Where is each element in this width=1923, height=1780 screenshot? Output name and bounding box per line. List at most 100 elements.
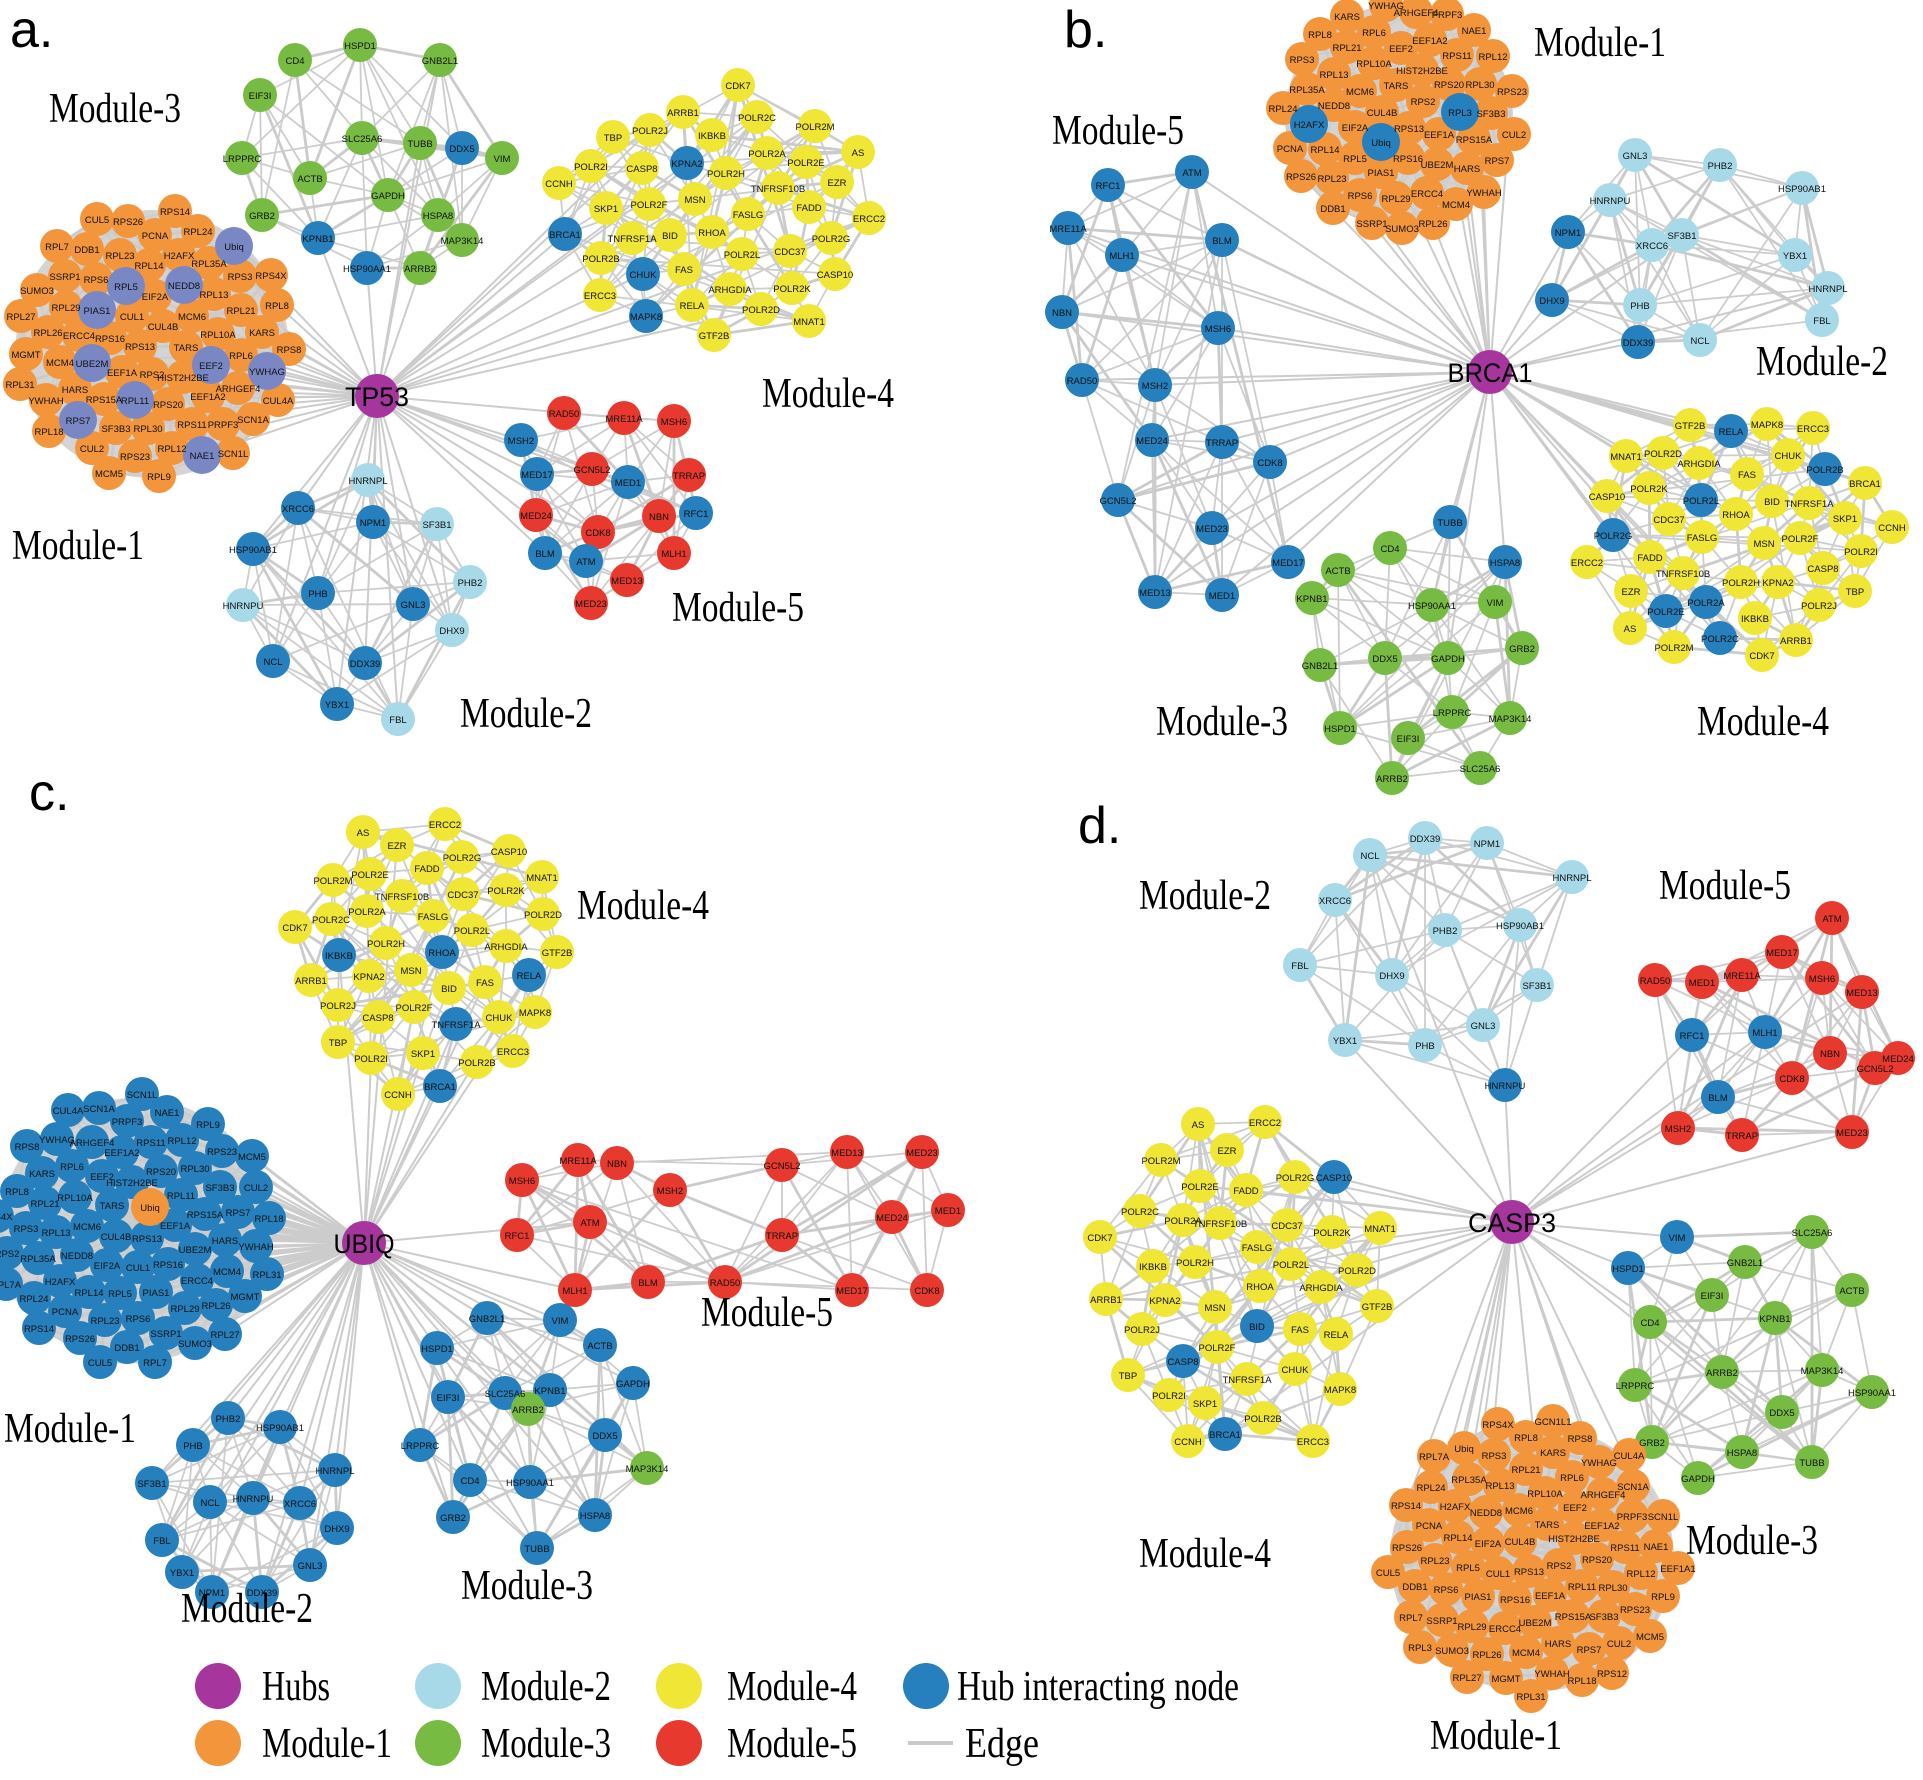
svg-text:POLR2B: POLR2B: [1806, 465, 1844, 476]
svg-text:ERCC2: ERCC2: [853, 214, 885, 225]
svg-text:NEDD8: NEDD8: [1470, 1508, 1502, 1519]
svg-text:TUBB: TUBB: [407, 139, 432, 150]
svg-text:BRCA1: BRCA1: [1209, 1430, 1241, 1441]
svg-text:POLR2F: POLR2F: [631, 200, 668, 211]
svg-text:SF3B1: SF3B1: [1522, 981, 1551, 992]
svg-text:MED24: MED24: [520, 511, 552, 522]
svg-text:GCN5L2: GCN5L2: [764, 1161, 801, 1172]
svg-text:TNFRSF10B: TNFRSF10B: [1193, 1219, 1247, 1230]
svg-text:CCNH: CCNH: [384, 1090, 412, 1101]
svg-text:BID: BID: [1764, 497, 1780, 508]
svg-text:YBX1: YBX1: [1333, 1036, 1357, 1047]
svg-text:LRPPRC: LRPPRC: [1616, 1381, 1655, 1392]
svg-text:PHB: PHB: [1415, 1041, 1435, 1052]
svg-text:CDC37: CDC37: [1271, 1221, 1302, 1232]
svg-text:POLR2K: POLR2K: [1630, 484, 1668, 495]
svg-text:NPM1: NPM1: [1474, 839, 1500, 850]
svg-text:RPL27: RPL27: [210, 1330, 239, 1341]
svg-text:MGMT: MGMT: [230, 1292, 259, 1303]
svg-text:POLR2I: POLR2I: [1844, 547, 1878, 558]
svg-text:TARS: TARS: [1535, 1520, 1560, 1531]
svg-text:EEF1A2: EEF1A2: [190, 392, 225, 403]
svg-text:RPL27: RPL27: [1452, 1673, 1481, 1684]
svg-text:AS: AS: [357, 828, 370, 839]
svg-text:GAPDH: GAPDH: [371, 191, 405, 202]
svg-text:CD4: CD4: [1640, 1318, 1659, 1329]
svg-text:CUL1: CUL1: [120, 312, 144, 323]
svg-text:RPL18: RPL18: [34, 427, 63, 438]
svg-text:POLR2I: POLR2I: [354, 1054, 388, 1065]
svg-text:ARHGEF4: ARHGEF4: [70, 1138, 115, 1149]
svg-text:MED23: MED23: [906, 1148, 938, 1159]
svg-text:SUMO3: SUMO3: [1435, 1646, 1469, 1657]
svg-text:Module-3: Module-3: [49, 86, 181, 132]
svg-text:POLR2L: POLR2L: [1273, 1260, 1309, 1271]
svg-text:SSRP1: SSRP1: [49, 272, 80, 283]
svg-text:RPL5: RPL5: [108, 1289, 132, 1300]
svg-text:TRRAP: TRRAP: [766, 1231, 798, 1242]
svg-text:MNAT1: MNAT1: [1364, 1224, 1396, 1235]
svg-text:FASLG: FASLG: [733, 210, 764, 221]
svg-text:ARRB1: ARRB1: [667, 108, 699, 119]
svg-text:VIM: VIM: [552, 1316, 569, 1327]
svg-text:POLR2H: POLR2H: [1176, 1258, 1214, 1269]
svg-text:EEF2: EEF2: [1389, 44, 1413, 55]
svg-text:RPL14: RPL14: [74, 1288, 103, 1299]
svg-text:CUL4B: CUL4B: [1505, 1537, 1536, 1548]
svg-text:RPL7A: RPL7A: [1419, 1452, 1450, 1463]
svg-text:ACTB: ACTB: [1325, 566, 1350, 577]
svg-text:KPNA2: KPNA2: [1149, 1296, 1180, 1307]
svg-text:YWHAH: YWHAH: [1466, 188, 1502, 199]
svg-text:HIST2H2BE: HIST2H2BE: [106, 1178, 158, 1189]
svg-text:MSH2: MSH2: [657, 1186, 683, 1197]
svg-text:MRE11A: MRE11A: [605, 414, 643, 425]
svg-text:RPL30: RPL30: [1598, 1583, 1627, 1594]
svg-text:PCNA: PCNA: [142, 231, 169, 242]
svg-text:SF3B1: SF3B1: [1667, 231, 1696, 242]
svg-text:HNRNPL: HNRNPL: [1552, 873, 1591, 884]
svg-text:GNL3: GNL3: [298, 1561, 323, 1572]
svg-text:TNFRSF1A: TNFRSF1A: [431, 1020, 481, 1031]
svg-text:RPS11: RPS11: [1442, 51, 1471, 62]
svg-text:CASP8: CASP8: [626, 164, 657, 175]
svg-text:TUBB: TUBB: [524, 1544, 549, 1555]
svg-text:PRPF3: PRPF3: [1617, 1512, 1648, 1523]
svg-text:FAS: FAS: [1738, 470, 1756, 481]
svg-text:PHB2: PHB2: [1433, 926, 1458, 937]
svg-text:POLR2F: POLR2F: [1199, 1343, 1236, 1354]
svg-text:ERCC4: ERCC4: [181, 1276, 213, 1287]
svg-text:RPS3: RPS3: [228, 272, 253, 283]
svg-text:CUL4B: CUL4B: [101, 1232, 132, 1243]
svg-text:HARS: HARS: [62, 385, 88, 396]
svg-text:CDC37: CDC37: [1653, 515, 1684, 526]
svg-text:CDK7: CDK7: [1749, 651, 1774, 662]
svg-text:RPS7: RPS7: [66, 416, 91, 427]
svg-text:KPNB1: KPNB1: [534, 1386, 565, 1397]
svg-text:ATM: ATM: [1822, 914, 1841, 925]
svg-text:RPL10A: RPL10A: [1356, 59, 1392, 70]
svg-text:RPL13: RPL13: [1485, 1481, 1514, 1492]
svg-text:POLR2J: POLR2J: [1801, 601, 1837, 612]
svg-text:SLC25A6: SLC25A6: [1460, 764, 1501, 775]
svg-text:ERCC3: ERCC3: [1297, 1437, 1329, 1448]
svg-text:HSP90AA1: HSP90AA1: [343, 264, 391, 275]
svg-text:c.: c.: [29, 764, 69, 822]
svg-text:MAP3K14: MAP3K14: [1489, 714, 1532, 725]
svg-text:MCM4: MCM4: [46, 358, 74, 369]
svg-text:CUL4B: CUL4B: [148, 322, 179, 333]
svg-text:RAD50: RAD50: [549, 409, 580, 420]
svg-text:RELA: RELA: [517, 971, 542, 982]
svg-text:MED17: MED17: [1272, 558, 1304, 569]
svg-text:ERCC3: ERCC3: [584, 291, 616, 302]
svg-text:SCN1A: SCN1A: [83, 1104, 115, 1115]
svg-text:BRCA1: BRCA1: [1448, 358, 1533, 388]
svg-text:POLR2M: POLR2M: [1141, 1156, 1180, 1167]
svg-text:CUL4A: CUL4A: [263, 396, 294, 407]
svg-text:GNL3: GNL3: [1471, 1021, 1496, 1032]
svg-text:RELA: RELA: [680, 301, 705, 312]
svg-text:ATM: ATM: [576, 557, 595, 568]
svg-text:YBX1: YBX1: [1783, 251, 1807, 262]
svg-text:POLR2E: POLR2E: [1181, 1182, 1219, 1193]
svg-text:CD4: CD4: [460, 1476, 479, 1487]
svg-text:RPL7: RPL7: [143, 1358, 167, 1369]
